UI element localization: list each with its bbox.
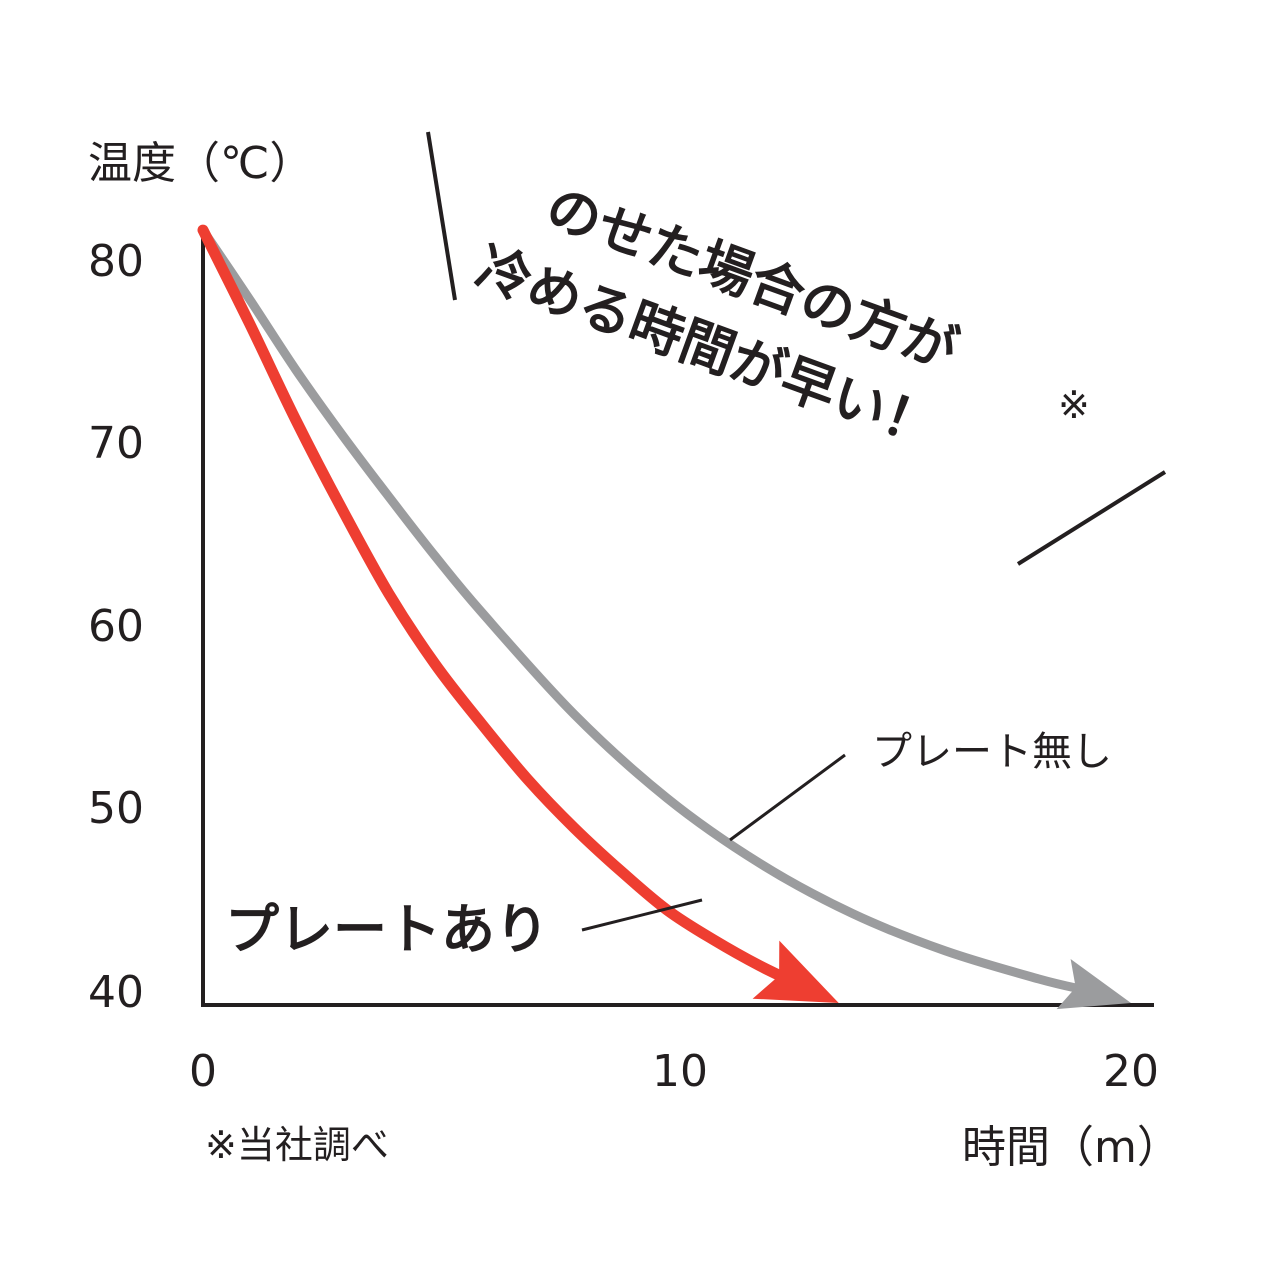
footnote: ※当社調べ xyxy=(205,1123,389,1167)
callout-reference-mark: ※ xyxy=(1058,383,1090,427)
series-arrowhead-with-plate xyxy=(752,940,839,1003)
callout-bracket-left xyxy=(426,131,457,301)
series-arrowhead-no-plate xyxy=(1056,959,1131,1010)
series-line-with-plate xyxy=(197,224,813,994)
y-axis-title: 温度（℃） xyxy=(88,138,313,189)
y-tick-label: 60 xyxy=(88,601,144,652)
series-line-no-plate xyxy=(198,225,1093,996)
leader-line-with-plate xyxy=(581,898,703,932)
x-tick-label: 10 xyxy=(652,1046,708,1097)
leader-line-no-plate xyxy=(729,753,846,842)
callout-bracket-right xyxy=(1016,470,1167,566)
y-tick-label: 80 xyxy=(88,236,144,287)
y-tick-label: 40 xyxy=(88,967,144,1018)
x-axis-title: 時間（m） xyxy=(962,1122,1181,1173)
callout-group: のせた場合の方が 冷める時間が早い！ xyxy=(468,175,965,460)
series-label-with-plate: プレートあり xyxy=(225,898,549,961)
y-tick-label: 70 xyxy=(88,418,144,469)
y-tick-label: 50 xyxy=(88,783,144,834)
series-label-no-plate: プレート無し xyxy=(872,729,1112,775)
x-tick-label: 0 xyxy=(189,1046,217,1097)
x-tick-label: 20 xyxy=(1103,1046,1159,1097)
